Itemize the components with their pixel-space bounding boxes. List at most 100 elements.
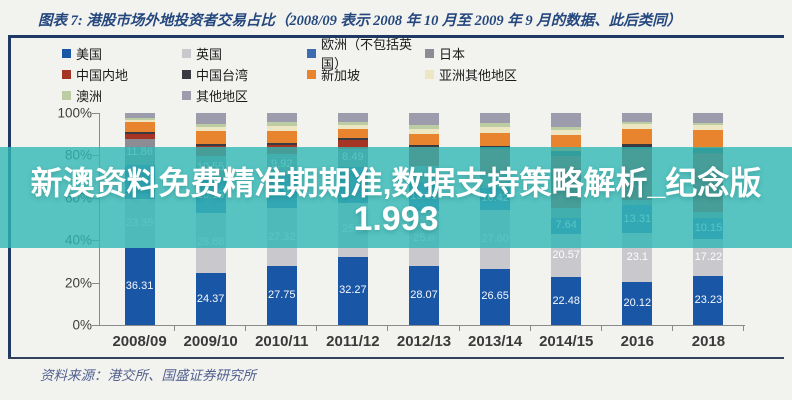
- legend-swatch: [182, 90, 191, 100]
- legend-item: 日本: [425, 44, 517, 62]
- bar-segment: [124, 122, 155, 133]
- legend-swatch: [425, 48, 434, 58]
- legend-label: 日本: [439, 46, 466, 62]
- legend-swatch: [62, 90, 71, 100]
- legend-label: 其他地区: [196, 88, 249, 104]
- legend-label: 英国: [196, 46, 223, 62]
- bar-segment: [337, 128, 368, 139]
- legend-item: 其他地区: [182, 86, 307, 104]
- y-tick-mark: [92, 282, 99, 284]
- y-tick-mark: [92, 325, 99, 326]
- legend-item: 中国台湾: [182, 65, 307, 83]
- watermark-overlay-band: 新澳资料免费精准期期准,数据支持策略解析_纪念版 1.993: [0, 147, 792, 248]
- bar-segment: 36.31: [124, 248, 155, 325]
- legend-item: 美国: [62, 44, 182, 62]
- y-tick-label: 100%: [57, 105, 92, 121]
- bar-segment: [408, 113, 439, 125]
- legend-label: 中国台湾: [196, 67, 249, 83]
- y-tick-label: 20%: [64, 275, 92, 291]
- bar-segment: 23.23: [693, 275, 724, 325]
- bar-value-label: 24.37: [196, 292, 225, 305]
- legend-swatch: [307, 69, 316, 79]
- x-axis-category-label: 2009/10: [183, 333, 238, 350]
- bar-segment: [551, 130, 582, 136]
- figure-title: 图表 7: 港股市场外地投资者交易占比（2008/09 表示 2008 年 10…: [38, 13, 682, 29]
- bar-segment: [480, 126, 511, 134]
- x-axis-line: [99, 325, 745, 326]
- bar-segment: 32.27: [337, 256, 368, 325]
- x-axis-category-label: 2014/15: [539, 333, 594, 350]
- bar-segment: [195, 131, 226, 144]
- bar-segment: [337, 121, 368, 125]
- x-axis-category-label: 2012/13: [396, 333, 452, 350]
- legend-item: 中国内地: [62, 65, 182, 83]
- x-axis-category-label: 2018: [691, 333, 726, 350]
- bar-segment: [124, 133, 155, 140]
- bar-segment: [551, 113, 582, 127]
- watermark-text-line1: 新澳资料免费精准期期准,数据支持策略解析_纪念版: [30, 165, 762, 201]
- bar-segment: [693, 123, 724, 125]
- legend-swatch: [62, 69, 71, 79]
- bar-value-label: 20.12: [623, 297, 652, 310]
- source-note: 资料来源：港交所、国盛证券研究所: [40, 368, 256, 383]
- bar-segment: [480, 122, 511, 127]
- legend-swatch: [182, 69, 191, 79]
- bar-segment: [195, 113, 226, 124]
- x-axis-category-label: 2013/14: [467, 333, 523, 350]
- x-axis-labels: 2008/09 2009/10 2010/11 2011/12 2012/13 2013/…: [104, 333, 744, 350]
- x-axis-category-label: 2016: [620, 333, 654, 350]
- bar-segment: [693, 124, 724, 130]
- bar-segment: [480, 113, 511, 123]
- bar-segment: [408, 128, 439, 135]
- legend-item: 英国: [182, 44, 307, 62]
- bar-segment: [266, 121, 297, 126]
- bar-segment: [195, 126, 226, 132]
- bar-value-label: 22.48: [552, 294, 580, 307]
- bar-segment: [693, 113, 724, 124]
- legend-swatch: [182, 48, 191, 58]
- legend-item: 欧洲（不包括英国）: [307, 37, 425, 71]
- bar-segment: [266, 142, 297, 146]
- bar-segment: [195, 123, 226, 127]
- bar-segment: [337, 138, 368, 141]
- legend-swatch: [62, 48, 71, 58]
- bar-segment: [124, 132, 155, 134]
- bar-segment: 28.07: [408, 265, 439, 325]
- bar-value-label: 32.27: [339, 284, 367, 297]
- bar-segment: [551, 126, 582, 131]
- bar-segment: 20.12: [622, 282, 653, 325]
- legend-label: 新加坡: [321, 67, 361, 83]
- legend-label: 中国内地: [76, 67, 129, 83]
- legend-swatch: [307, 48, 316, 58]
- bar-segment: [337, 124, 368, 129]
- x-axis-category-label: 2008/09: [112, 333, 167, 350]
- bar-value-label: 26.65: [481, 290, 509, 303]
- bar-segment: [622, 128, 653, 144]
- bar-segment: [693, 130, 724, 149]
- bar-segment: [124, 119, 155, 123]
- legend-item: 亚洲其他地区: [425, 65, 517, 83]
- bar-segment: [266, 131, 297, 143]
- legend-label: 澳洲: [76, 88, 103, 104]
- bar-segment: [408, 144, 439, 148]
- bar-value-label: 36.31: [125, 280, 154, 293]
- legend-swatch: [425, 69, 434, 79]
- bar-value-label: 17.22: [694, 251, 723, 264]
- bar-value-label: 23.23: [694, 293, 723, 306]
- bar-value-label: 27.75: [268, 289, 296, 302]
- bar-segment: [622, 123, 653, 129]
- bar-segment: [622, 113, 653, 122]
- legend-label: 亚洲其他地区: [439, 67, 518, 83]
- bar-value-label: 28.07: [410, 288, 438, 301]
- bar-segment: [266, 113, 297, 122]
- bar-segment: [266, 125, 297, 132]
- bar-segment: [124, 113, 155, 119]
- bar-value-label: 20.57: [552, 249, 580, 262]
- bar-segment: [195, 143, 226, 147]
- legend-item: 澳洲: [62, 86, 182, 104]
- bar-segment: [480, 133, 511, 146]
- bar-segment: [408, 124, 439, 129]
- chart-legend: 美国 英国 欧洲（不包括英国） 日本中国内地 中国台湾 新加坡 亚洲其他地区澳洲 其他地区: [62, 37, 517, 104]
- bar-segment: [408, 134, 439, 145]
